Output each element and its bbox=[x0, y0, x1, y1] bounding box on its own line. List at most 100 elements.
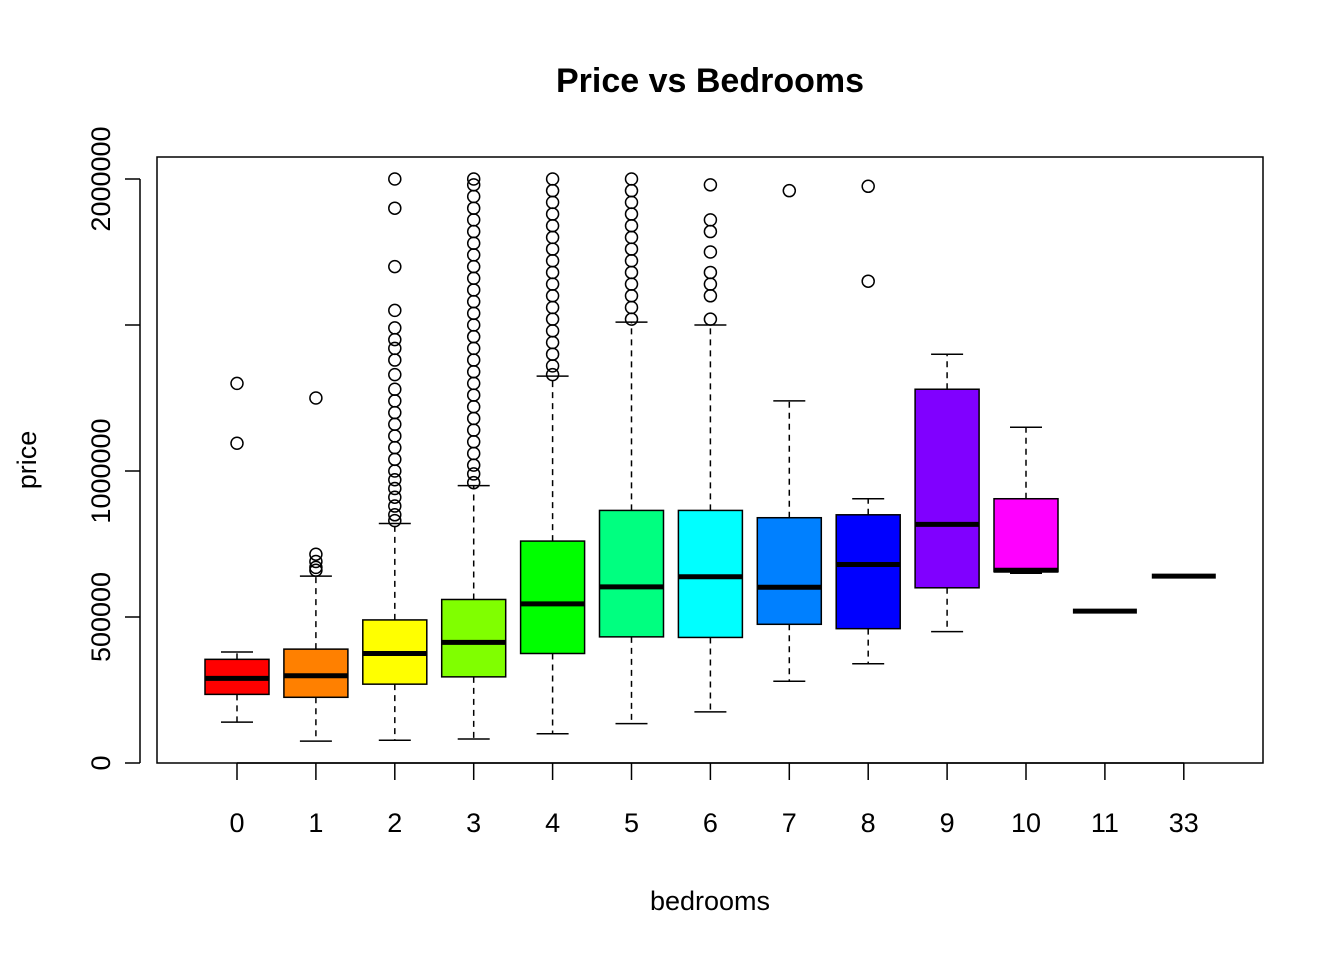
outlier-point bbox=[545, 289, 560, 303]
y-tick-label: 2000000 bbox=[86, 126, 116, 231]
x-tick-label: 6 bbox=[703, 808, 718, 838]
y-tick-label: 0 bbox=[86, 755, 116, 770]
x-tick-label: 9 bbox=[940, 808, 955, 838]
outlier-point bbox=[466, 271, 481, 286]
outlier-point bbox=[624, 230, 639, 245]
outlier-point bbox=[703, 245, 718, 259]
outlier-point bbox=[703, 213, 718, 227]
outlier-point bbox=[388, 417, 402, 432]
box-1 bbox=[283, 391, 349, 742]
y-axis-label: price bbox=[12, 431, 42, 490]
x-tick-label: 0 bbox=[229, 808, 244, 838]
outlier-point bbox=[466, 388, 481, 402]
x-tick-label: 11 bbox=[1091, 808, 1119, 838]
outlier-point bbox=[624, 254, 639, 268]
outlier-point bbox=[466, 446, 481, 461]
outlier-point bbox=[466, 475, 481, 490]
outlier-point bbox=[466, 224, 481, 239]
outlier-point bbox=[545, 230, 560, 245]
outlier-point bbox=[466, 213, 481, 227]
outlier-point bbox=[703, 178, 718, 192]
y-tick-label: 1000000 bbox=[86, 418, 116, 523]
outlier-point bbox=[624, 195, 639, 210]
x-tick-label: 8 bbox=[861, 808, 876, 838]
outlier-point bbox=[624, 277, 639, 291]
iqr-box bbox=[440, 598, 507, 678]
box-3 bbox=[440, 172, 507, 740]
outlier-point bbox=[545, 324, 560, 338]
outlier-point bbox=[388, 332, 402, 347]
outlier-point bbox=[624, 207, 639, 221]
outlier-point bbox=[388, 367, 402, 382]
outlier-point bbox=[388, 201, 402, 215]
x-axis-label: bedrooms bbox=[650, 886, 770, 916]
x-tick-label: 4 bbox=[545, 808, 560, 838]
outlier-point bbox=[388, 353, 402, 367]
outlier-point bbox=[545, 195, 560, 210]
outlier-point bbox=[388, 172, 402, 186]
box-9 bbox=[914, 353, 980, 633]
iqr-box bbox=[598, 509, 665, 638]
outlier-point bbox=[388, 499, 402, 513]
boxes-group bbox=[204, 172, 1216, 742]
iqr-box bbox=[835, 514, 901, 630]
outlier-point bbox=[624, 218, 639, 233]
outlier-point bbox=[466, 259, 481, 274]
outlier-point bbox=[309, 554, 323, 569]
outlier-point bbox=[466, 248, 481, 262]
outlier-point bbox=[466, 467, 481, 481]
outlier-point bbox=[388, 259, 402, 274]
outlier-point bbox=[388, 508, 402, 522]
outlier-point bbox=[466, 178, 481, 192]
outlier-point bbox=[466, 283, 481, 297]
iqr-box bbox=[993, 497, 1059, 573]
outlier-point bbox=[545, 359, 560, 373]
outlier-point bbox=[782, 183, 797, 198]
box-2 bbox=[362, 172, 428, 741]
outlier-point bbox=[309, 547, 323, 561]
outlier-point bbox=[861, 274, 875, 288]
outlier-point bbox=[388, 490, 402, 505]
x-tick-label: 7 bbox=[782, 808, 797, 838]
box-4 bbox=[519, 172, 586, 735]
box-8 bbox=[835, 179, 901, 665]
x-tick-label: 5 bbox=[624, 808, 639, 838]
outlier-point bbox=[624, 289, 639, 303]
outlier-point bbox=[388, 405, 402, 420]
outlier-point bbox=[545, 218, 560, 233]
iqr-box bbox=[519, 540, 586, 655]
outlier-point bbox=[466, 201, 481, 215]
iqr-box bbox=[677, 509, 744, 639]
outlier-point bbox=[388, 303, 402, 318]
outlier-point bbox=[466, 306, 481, 321]
outlier-point bbox=[861, 179, 875, 194]
outlier-point bbox=[545, 277, 560, 291]
outlier-point bbox=[703, 224, 718, 239]
box-10 bbox=[993, 426, 1059, 574]
outlier-point bbox=[466, 400, 481, 414]
outlier-point bbox=[545, 347, 560, 361]
x-axis: 0 1 2 3 4 5 6 7 8 9 10 11 33 bbox=[229, 762, 1199, 838]
chart-title: Price vs Bedrooms bbox=[556, 62, 864, 100]
outlier-point bbox=[545, 254, 560, 268]
outlier-point bbox=[466, 341, 481, 356]
outlier-point bbox=[466, 423, 481, 437]
outlier-point bbox=[466, 364, 481, 379]
outlier-point bbox=[624, 242, 639, 256]
outlier-point bbox=[545, 312, 560, 326]
outlier-point bbox=[624, 183, 639, 198]
x-tick-label: 3 bbox=[466, 808, 481, 838]
outlier-point bbox=[388, 464, 402, 478]
iqr-box bbox=[914, 388, 980, 589]
x-tick-label: 1 bbox=[308, 808, 323, 838]
outlier-point bbox=[624, 265, 639, 280]
outlier-point bbox=[703, 277, 718, 291]
outlier-point bbox=[545, 265, 560, 280]
outlier-point bbox=[466, 458, 481, 472]
outlier-point bbox=[466, 329, 481, 344]
outlier-point bbox=[703, 312, 718, 326]
y-axis: 0 500000 1000000 2000000 bbox=[86, 126, 141, 771]
x-tick-label: 2 bbox=[387, 808, 402, 838]
outlier-point bbox=[309, 560, 323, 575]
